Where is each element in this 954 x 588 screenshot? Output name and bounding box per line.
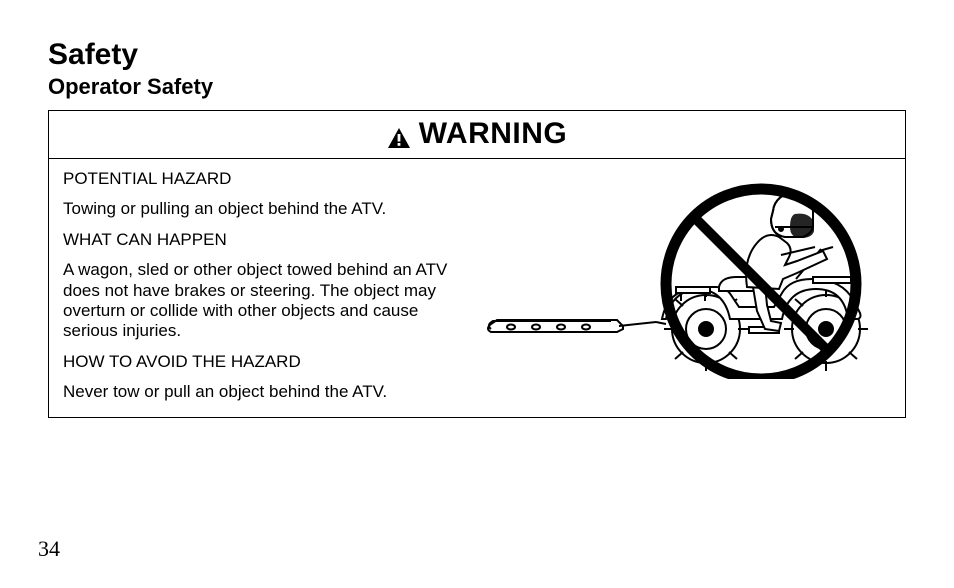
warning-box: WARNING POTENTIAL HAZARD Towing or pulli… (48, 110, 906, 418)
warning-text-block: POTENTIAL HAZARD Towing or pulling an ob… (63, 169, 467, 403)
avoid-text: Never tow or pull an object behind the A… (63, 382, 467, 402)
page-number: 34 (38, 536, 60, 562)
alert-triangle-icon (387, 123, 411, 145)
hazard-label: POTENTIAL HAZARD (63, 169, 467, 189)
manual-page: Safety Operator Safety WARNING POTENTIAL… (0, 0, 954, 588)
page-title: Safety (48, 38, 906, 72)
prohibition-illustration (481, 169, 891, 379)
warning-header: WARNING (49, 111, 905, 159)
happen-text: A wagon, sled or other object towed behi… (63, 260, 467, 342)
happen-label: WHAT CAN HAPPEN (63, 230, 467, 250)
warning-label: WARNING (419, 117, 568, 151)
hazard-text: Towing or pulling an object behind the A… (63, 199, 467, 219)
warning-body: POTENTIAL HAZARD Towing or pulling an ob… (49, 159, 905, 417)
avoid-label: HOW TO AVOID THE HAZARD (63, 352, 467, 372)
page-subtitle: Operator Safety (48, 74, 906, 100)
